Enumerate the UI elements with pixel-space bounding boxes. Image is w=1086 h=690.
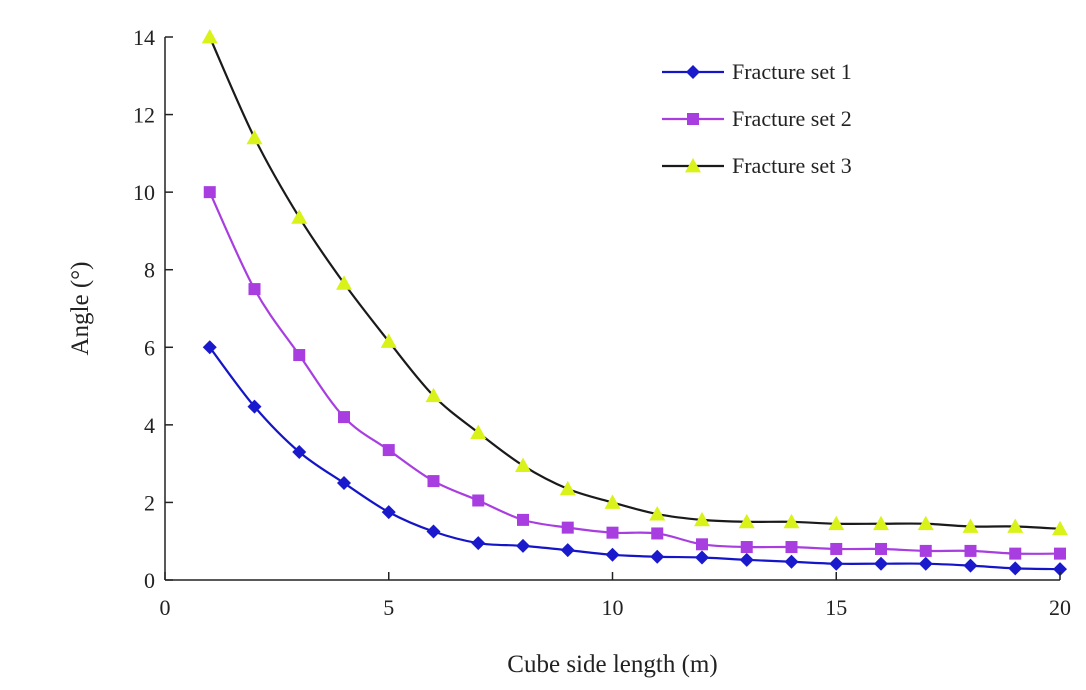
y-axis-ticks: 0 2 4 6 8 10 12 14 bbox=[133, 25, 173, 593]
data-point bbox=[380, 333, 397, 348]
data-point bbox=[695, 550, 709, 565]
data-point bbox=[917, 515, 934, 531]
x-tick-label: 10 bbox=[602, 595, 624, 620]
data-point bbox=[1008, 561, 1023, 576]
data-point bbox=[694, 511, 710, 527]
data-point bbox=[604, 494, 621, 509]
legend-marker bbox=[686, 65, 700, 79]
data-point bbox=[202, 340, 217, 355]
y-tick-label: 14 bbox=[133, 25, 155, 50]
legend-item: Fracture set 1 bbox=[662, 59, 852, 84]
data-point bbox=[874, 556, 888, 571]
data-point bbox=[740, 541, 753, 554]
data-point bbox=[830, 542, 843, 555]
legend: Fracture set 1 Fracture set 2 Fracture set… bbox=[662, 59, 852, 178]
data-point bbox=[247, 399, 262, 414]
data-point bbox=[964, 544, 977, 557]
data-point bbox=[337, 476, 351, 491]
data-point bbox=[292, 445, 307, 460]
data-point bbox=[470, 424, 487, 440]
axes: 0 2 4 6 8 10 12 14 0 5 10 15 20 bbox=[133, 25, 1071, 620]
series-line bbox=[208, 36, 1061, 530]
data-point bbox=[246, 129, 263, 145]
series-1 bbox=[202, 340, 1067, 577]
data-point bbox=[828, 515, 845, 531]
x-tick-label: 5 bbox=[383, 595, 394, 620]
y-tick-label: 10 bbox=[133, 180, 155, 205]
data-point bbox=[201, 29, 218, 44]
data-point bbox=[425, 387, 442, 403]
y-tick-label: 12 bbox=[133, 103, 155, 128]
data-point bbox=[784, 554, 799, 569]
data-point bbox=[738, 513, 755, 529]
y-tick-label: 8 bbox=[144, 258, 155, 283]
data-point bbox=[696, 538, 708, 551]
legend-item: Fracture set 3 bbox=[662, 153, 852, 178]
legend-label: Fracture set 2 bbox=[732, 106, 852, 131]
data-point bbox=[606, 526, 619, 539]
legend-label: Fracture set 3 bbox=[732, 153, 852, 178]
data-point bbox=[472, 494, 485, 507]
data-point bbox=[650, 549, 665, 564]
data-point bbox=[382, 444, 395, 457]
y-axis-title: Angle (°) bbox=[67, 262, 94, 356]
data-point bbox=[203, 186, 216, 199]
x-tick-label: 15 bbox=[825, 595, 847, 620]
data-point bbox=[516, 538, 530, 553]
data-point bbox=[427, 475, 440, 488]
data-point bbox=[293, 349, 306, 362]
y-tick-label: 2 bbox=[144, 490, 155, 515]
data-point bbox=[515, 457, 531, 472]
data-point bbox=[1052, 520, 1068, 536]
y-tick-label: 6 bbox=[144, 335, 155, 360]
data-point bbox=[829, 556, 844, 571]
data-point bbox=[381, 505, 396, 520]
data-point bbox=[873, 515, 889, 531]
data-point bbox=[1007, 518, 1024, 533]
legend-label: Fracture set 1 bbox=[732, 59, 852, 84]
data-point bbox=[1054, 547, 1066, 560]
data-point bbox=[336, 275, 352, 290]
data-point bbox=[1009, 547, 1022, 560]
data-point bbox=[338, 411, 350, 424]
series-line bbox=[208, 191, 1061, 555]
x-tick-label: 0 bbox=[160, 595, 171, 620]
data-point bbox=[471, 536, 486, 551]
data-point bbox=[785, 541, 798, 554]
plot-area bbox=[201, 29, 1068, 577]
x-tick-label: 20 bbox=[1049, 595, 1071, 620]
data-point bbox=[560, 543, 575, 558]
data-point bbox=[919, 544, 932, 557]
legend-marker bbox=[687, 113, 699, 125]
data-point bbox=[875, 542, 887, 555]
data-point bbox=[1053, 562, 1067, 577]
data-point bbox=[783, 513, 800, 529]
y-tick-label: 0 bbox=[144, 568, 155, 593]
data-point bbox=[291, 209, 308, 224]
x-axis-title: Cube side length (m) bbox=[507, 651, 717, 678]
x-axis-ticks: 0 5 10 15 20 bbox=[160, 572, 1071, 620]
data-point bbox=[918, 556, 933, 571]
series-line bbox=[208, 346, 1061, 571]
data-point bbox=[517, 513, 529, 526]
data-point bbox=[963, 558, 978, 573]
y-tick-label: 4 bbox=[144, 413, 155, 438]
data-point bbox=[962, 518, 979, 533]
series-2 bbox=[203, 186, 1066, 560]
series-3 bbox=[201, 29, 1068, 536]
data-point bbox=[739, 552, 754, 567]
legend-item: Fracture set 2 bbox=[662, 106, 852, 131]
data-point bbox=[561, 521, 574, 534]
data-point bbox=[649, 506, 666, 521]
data-point bbox=[248, 283, 261, 296]
data-point bbox=[559, 480, 576, 496]
data-point bbox=[426, 524, 441, 539]
data-point bbox=[651, 527, 664, 540]
data-point bbox=[605, 547, 620, 562]
legend-marker bbox=[685, 158, 701, 173]
